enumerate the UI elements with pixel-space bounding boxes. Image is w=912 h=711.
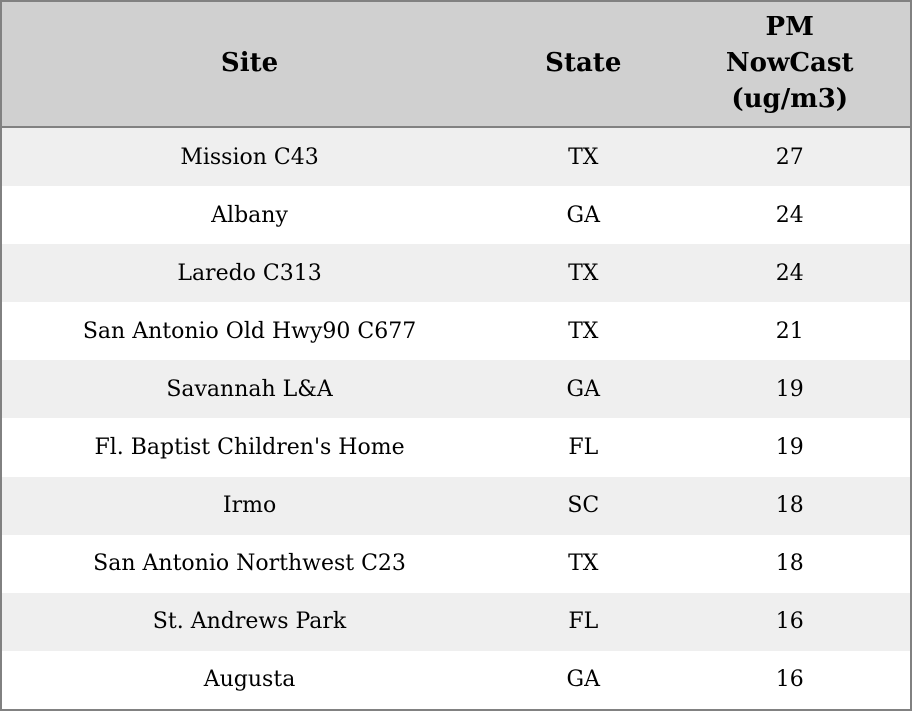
cell-pm-nowcast: 18 [775,551,804,577]
cell-state: TX [568,144,599,170]
cell-state: FL [568,435,599,461]
cell-state: TX [568,551,599,577]
cell-state: GA [566,202,600,228]
cell-site: Mission C43 [180,144,319,170]
cell-pm-nowcast: 27 [775,144,804,170]
cell-pm-nowcast: 16 [775,667,804,693]
cell-pm-nowcast: 16 [775,609,804,635]
table-row: Augusta GA 16 [1,650,911,710]
column-header-state: State [497,1,670,128]
header-row: Site State PM NowCast (ug/m3) [1,1,911,128]
table-body: Mission C43 TX 27 Albany GA 24 Laredo C313 TX 24… [1,127,911,710]
cell-state: TX [568,260,599,286]
cell-site: Laredo C313 [177,260,322,286]
table-row: St. Andrews Park FL 16 [1,592,911,651]
column-header-pm-nowcast: PM NowCast (ug/m3) [669,1,911,128]
cell-pm-nowcast: 18 [775,493,804,519]
cell-pm-nowcast: 19 [775,376,804,402]
cell-state: GA [566,667,600,693]
table-row: Fl. Baptist Children's Home FL 19 [1,418,911,477]
cell-site: Irmo [222,493,277,519]
cell-state: TX [568,318,599,344]
table-row: Albany GA 24 [1,186,911,245]
cell-site: Savannah L&A [166,376,333,402]
table-row: Mission C43 TX 27 [1,127,911,187]
cell-pm-nowcast: 21 [775,318,804,344]
cell-state: SC [567,493,600,519]
cell-site: Fl. Baptist Children's Home [94,435,405,461]
cell-pm-nowcast: 19 [775,435,804,461]
cell-site: Augusta [203,667,296,693]
cell-state: FL [568,609,599,635]
cell-site: San Antonio Old Hwy90 C677 [82,318,417,344]
cell-state: GA [566,376,600,402]
table-row: San Antonio Northwest C23 TX 18 [1,534,911,593]
cell-pm-nowcast: 24 [775,202,804,228]
column-header-state-label: State [545,48,622,79]
cell-site: San Antonio Northwest C23 [93,551,406,577]
table-row: Laredo C313 TX 24 [1,244,911,303]
table-row: Irmo SC 18 [1,476,911,535]
cell-pm-nowcast: 24 [775,260,804,286]
cell-site: St. Andrews Park [152,609,347,635]
column-header-pm-nowcast-label: PM NowCast (ug/m3) [725,12,854,114]
column-header-site-label: Site [220,48,279,79]
column-header-site: Site [1,1,498,128]
cell-site: Albany [211,202,288,228]
table-header: Site State PM NowCast (ug/m3) [1,1,911,128]
table-row: Savannah L&A GA 19 [1,360,911,419]
table-row: San Antonio Old Hwy90 C677 TX 21 [1,302,911,361]
